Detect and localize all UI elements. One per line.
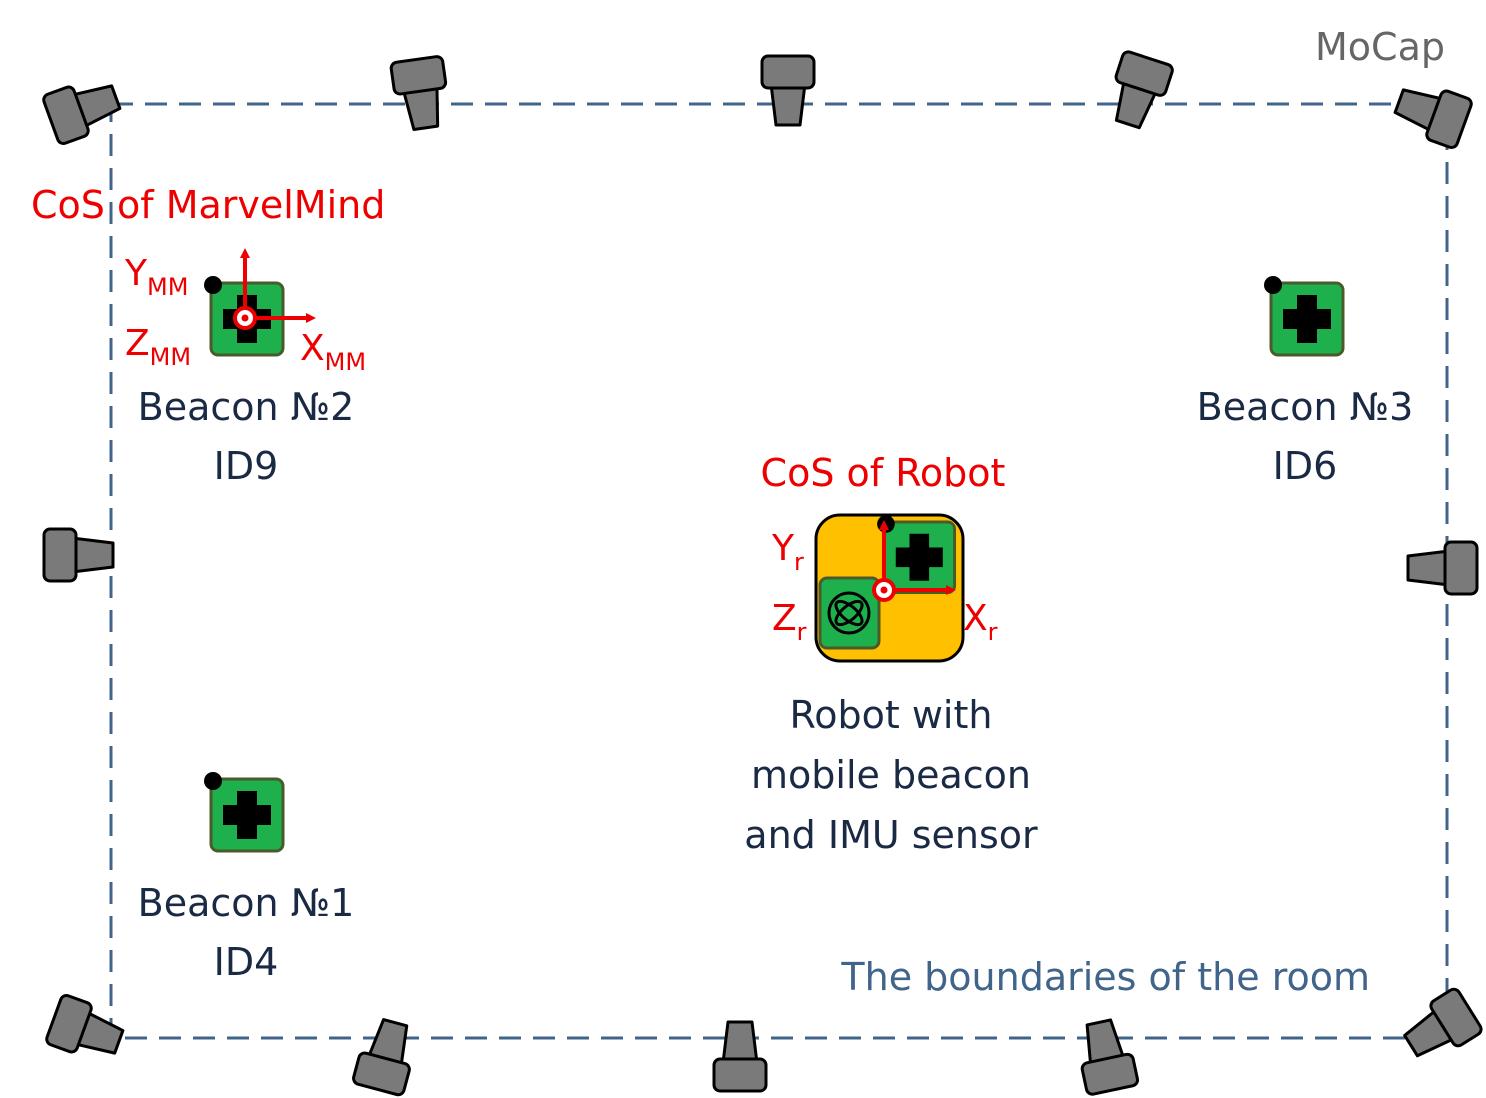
camera-icon bbox=[1071, 1015, 1141, 1097]
marvelmind-cos-title: CoS of MarvelMind bbox=[31, 183, 385, 227]
beacon-1-icon bbox=[202, 770, 285, 853]
beacon-3-id: ID6 bbox=[1273, 444, 1338, 488]
camera-icon bbox=[1395, 985, 1485, 1070]
mocap-label: MoCap bbox=[1315, 25, 1445, 69]
robot-caption-line-1: Robot with bbox=[790, 693, 993, 737]
beacon-3-icon bbox=[1262, 274, 1345, 357]
beacon-3-name: Beacon №3 bbox=[1197, 385, 1414, 429]
camera-icon bbox=[760, 54, 816, 127]
imu-symbol-icon bbox=[827, 591, 871, 635]
beacon-2-id: ID9 bbox=[214, 444, 279, 488]
camera-icon bbox=[42, 527, 115, 583]
camera-icon bbox=[712, 1020, 768, 1093]
robot-z-label: Zr bbox=[772, 598, 807, 646]
robot-y-label: Yr bbox=[771, 528, 804, 576]
marvelmind-x-label: XMM bbox=[300, 328, 366, 376]
marvelmind-y-label: YMM bbox=[124, 253, 188, 301]
room-boundary-label: The boundaries of the room bbox=[840, 955, 1370, 999]
imu-sensor-icon bbox=[818, 576, 881, 650]
beacon-1-name: Beacon №1 bbox=[138, 881, 355, 925]
robot-caption-line-2: mobile beacon bbox=[751, 753, 1031, 797]
robot-caption-line-3: and IMU sensor bbox=[744, 813, 1038, 857]
camera-icon bbox=[350, 1014, 422, 1098]
beacon-1-id: ID4 bbox=[214, 940, 279, 984]
camera-icon bbox=[1406, 540, 1479, 596]
camera-icon bbox=[388, 54, 454, 133]
camera-icon bbox=[1101, 48, 1176, 134]
robot-cos-title: CoS of Robot bbox=[761, 451, 1006, 495]
camera-icon bbox=[43, 992, 130, 1068]
beacon-2-name: Beacon №2 bbox=[138, 385, 355, 429]
camera-icon bbox=[1388, 75, 1475, 151]
marvelmind-z-label: ZMM bbox=[125, 323, 191, 371]
robot-x-label: Xr bbox=[963, 598, 998, 646]
